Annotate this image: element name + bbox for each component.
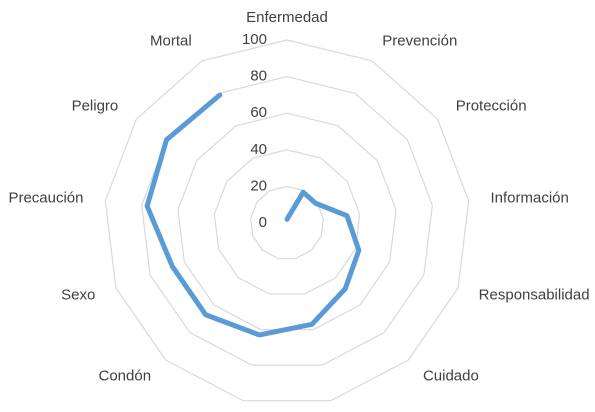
r-tick-label: 20 — [250, 177, 267, 194]
category-label: Condón — [99, 367, 152, 384]
category-label: Enfermedad — [246, 9, 328, 26]
category-label: Prevención — [382, 32, 457, 49]
category-label: Información — [491, 189, 569, 206]
series-line — [144, 92, 362, 338]
r-tick-label: 60 — [250, 104, 267, 121]
r-tick-label: 100 — [242, 31, 267, 48]
category-label: Peligro — [72, 98, 119, 115]
category-label: Sexo — [61, 287, 95, 304]
grid-ring — [213, 149, 361, 295]
grid-ring — [104, 39, 470, 402]
category-label: Responsabilidad — [479, 287, 590, 304]
category-label: Precaución — [8, 189, 83, 206]
category-label: Mortal — [150, 32, 192, 49]
category-label: Cuidado — [423, 367, 479, 384]
r-tick-label: 80 — [250, 68, 267, 85]
category-label: Protección — [456, 98, 527, 115]
r-tick-label: 40 — [250, 141, 267, 158]
r-tick-label: 0 — [259, 214, 267, 231]
